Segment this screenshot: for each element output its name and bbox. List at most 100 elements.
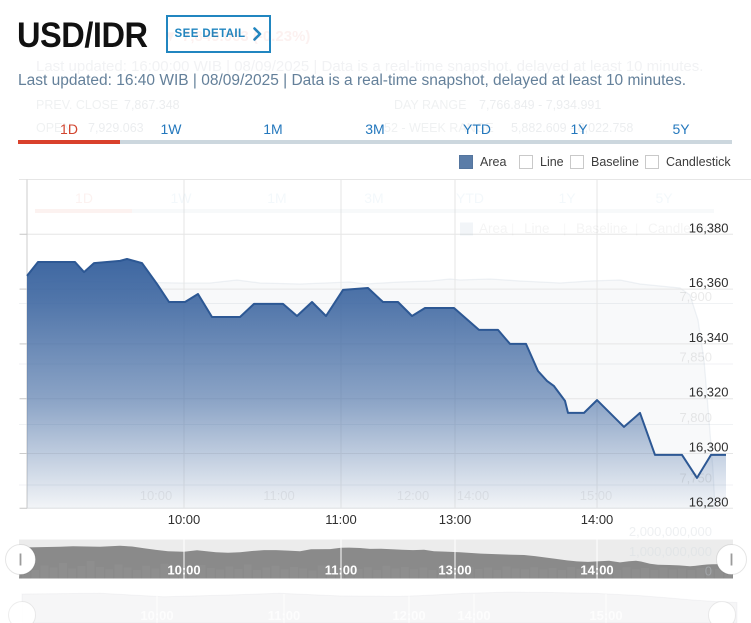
- ghost-tab-label: 1Y: [558, 190, 576, 206]
- range-tab-1w[interactable]: 1W: [120, 121, 222, 144]
- chevron-right-icon: [253, 27, 262, 41]
- ghost-chart-type-label: Candlestick: [648, 221, 718, 236]
- navigator-volume-bar: [613, 570, 621, 579]
- navigator-volume-bar: [244, 564, 252, 578]
- chart-type-candlestick[interactable]: Candlestick: [645, 154, 731, 169]
- ghost-tab-label: 1D: [75, 190, 93, 206]
- navigator-background: [19, 539, 733, 579]
- ghost-y-label: 7,850: [679, 350, 712, 365]
- range-tab-1m[interactable]: 1M: [222, 121, 324, 144]
- chart-type-area[interactable]: Area: [459, 154, 506, 169]
- ghost-chart-type-label: Area: [479, 221, 508, 236]
- navigator-volume-bar: [669, 570, 677, 579]
- checkbox-icon[interactable]: [570, 154, 584, 169]
- navigator-volume-bar: [493, 570, 501, 579]
- navigator-volume-bar: [392, 568, 400, 578]
- ghost-volume-label: 0: [705, 564, 712, 579]
- ghost-navigator-label: 14:00: [457, 608, 490, 623]
- navigator-volume-bar: [68, 568, 76, 578]
- navigator-volume-bar: [77, 566, 85, 578]
- navigator-volume-bar: [142, 566, 150, 579]
- navigator-volume-bar: [198, 565, 206, 579]
- navigator-volume-bar: [429, 570, 437, 579]
- ghost-navigator-label: 15:00: [589, 608, 622, 623]
- navigator-volume-bar: [641, 568, 649, 579]
- navigator-volume-bar: [31, 570, 39, 579]
- range-tabs: 1D 1W 1M 3M YTD 1Y 5Y: [18, 121, 732, 144]
- navigator-handles: [5, 544, 747, 575]
- ghost-navigator-label: 10:00: [140, 608, 173, 623]
- navigator-volume-bar: [382, 566, 390, 579]
- page-title: USD/IDR: [17, 16, 148, 55]
- handle-circle[interactable]: [5, 544, 36, 575]
- ghost-volume-label: 1,000,000,000: [629, 544, 712, 559]
- navigator-volume-bar: [207, 568, 215, 579]
- navigator-volume-bar: [549, 568, 557, 579]
- navigator-volume-bar: [567, 567, 575, 579]
- navigator-volume-bar: [706, 570, 714, 579]
- navigator-volume-bar: [632, 569, 640, 578]
- y-axis-label: 16,300: [689, 440, 729, 455]
- navigator-volume-bar: [484, 568, 492, 579]
- navigator-volume-bar: [438, 566, 446, 578]
- chart-type-baseline[interactable]: Baseline: [570, 154, 639, 169]
- handle-circle[interactable]: [716, 544, 747, 575]
- navigator-x-label: 13:00: [438, 562, 471, 577]
- ghost-chart-layer: [19, 278, 733, 509]
- chart-type-label: Baseline: [591, 154, 639, 169]
- navigator: 10:00 11:00 13:00 14:00: [19, 539, 733, 579]
- ghost-chart-type-label: Baseline: [576, 221, 628, 236]
- range-tab-ytd[interactable]: YTD: [426, 121, 528, 144]
- navigator-handle-left[interactable]: [5, 544, 36, 575]
- chart-type-label: Area: [480, 154, 507, 169]
- navigator-volume-bar: [40, 565, 48, 578]
- x-axis-label: 10:00: [168, 512, 201, 527]
- ghost-y-label: 7,750: [679, 471, 712, 486]
- navigator-volume-bar: [188, 570, 196, 579]
- see-detail-button[interactable]: SEE DETAIL: [166, 15, 271, 53]
- area-series-fill: [27, 259, 726, 509]
- checkbox-icon[interactable]: [519, 154, 533, 169]
- range-tab-5y[interactable]: 5Y: [630, 121, 732, 144]
- x-axis-label: 14:00: [581, 512, 614, 527]
- chart-grid: [19, 179, 751, 509]
- checkbox-checked-icon[interactable]: [459, 154, 473, 169]
- navigator-volume-bar: [604, 568, 612, 578]
- navigator-volume-bar: [687, 570, 695, 579]
- ghost-navigator-handle-right: [708, 601, 736, 623]
- ghost-chart-texts: 1D 1W 1M 3M YTD 1Y 5Y Area Line | Baseline | Candles…: [35, 190, 718, 503]
- ghost-y-label: 7,800: [679, 410, 712, 425]
- range-tab-3m[interactable]: 3M: [324, 121, 426, 144]
- navigator-volume-bar: [364, 567, 372, 578]
- navigator-volume-bar: [235, 569, 243, 579]
- navigator-volume-bar: [539, 570, 547, 579]
- chart-type-line[interactable]: Line: [519, 154, 564, 169]
- navigator-volume-bar: [521, 569, 529, 578]
- y-axis-label: 16,380: [689, 220, 729, 235]
- navigator-volume-bar: [715, 569, 723, 579]
- navigator-handle-right[interactable]: [716, 544, 747, 575]
- ghost-x-label: 12:00: [397, 488, 430, 503]
- navigator-volume-bar: [22, 567, 30, 579]
- navigator-volume-bar: [466, 567, 474, 579]
- range-tab-1y[interactable]: 1Y: [528, 121, 630, 144]
- navigator-volume-bar: [50, 568, 58, 579]
- chart-type-label: Line: [540, 154, 564, 169]
- svg-text:|: |: [635, 221, 638, 236]
- ghost-x-label: 14:00: [457, 488, 490, 503]
- navigator-volume-bar: [308, 570, 316, 578]
- ghost-y-label: 7,900: [679, 289, 712, 304]
- ghost-tab-underline-active: [35, 209, 132, 213]
- ghost-navigator-label: 12:00: [392, 608, 425, 623]
- range-tab-1d[interactable]: 1D: [18, 121, 120, 144]
- ghost-stat-value: 7,867.348: [124, 98, 180, 112]
- navigator-volume-bar: [586, 568, 594, 579]
- navigator-volume-bar: [299, 568, 307, 578]
- checkbox-icon[interactable]: [645, 154, 659, 169]
- axis-labels: 16,380 16,360 16,340 16,320 16,300 16,280 10:0…: [168, 220, 729, 527]
- ghost-x-label: 10:00: [140, 488, 173, 503]
- navigator-volume-bar: [253, 570, 261, 579]
- navigator-volume-bar: [475, 569, 483, 579]
- navigator-x-label: 10:00: [167, 562, 200, 577]
